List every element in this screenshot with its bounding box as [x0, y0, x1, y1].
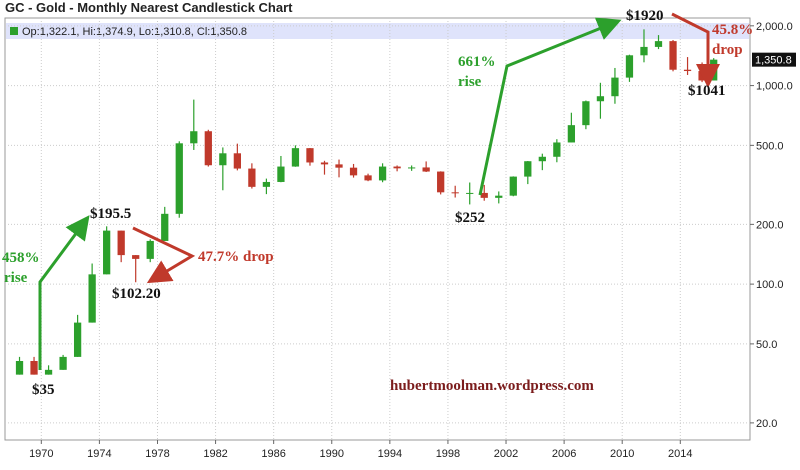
- candle-body: [378, 166, 387, 181]
- annotation: $1920: [626, 8, 664, 24]
- candle-body: [407, 167, 416, 169]
- candle-body: [190, 131, 198, 144]
- candle-body: [669, 41, 677, 70]
- candle-body: [88, 274, 96, 323]
- annotation: $35: [32, 382, 55, 398]
- candle-body: [683, 69, 692, 72]
- x-tick-label: 1986: [261, 448, 285, 460]
- candle-body: [44, 369, 53, 375]
- candle-body: [175, 143, 183, 214]
- x-tick-label: 2006: [552, 448, 576, 460]
- candle-body: [277, 166, 285, 182]
- candle-body: [219, 153, 227, 166]
- x-tick-label: 1982: [203, 448, 227, 460]
- candle-body: [538, 156, 546, 162]
- candle-body: [335, 164, 343, 168]
- annotation: $1041: [688, 83, 726, 99]
- candle-body: [262, 181, 271, 187]
- x-tick-label: 1974: [87, 448, 111, 460]
- arrows: [38, 12, 720, 370]
- candle-body: [710, 59, 718, 81]
- candle-body: [204, 131, 212, 166]
- candle-body: [364, 175, 372, 181]
- annotation: rise: [4, 270, 28, 286]
- legend-bar: [6, 23, 749, 39]
- candle-body: [132, 255, 140, 259]
- chart-title: GC - Gold - Monthly Nearest Candlestick …: [5, 0, 293, 15]
- annotation: 661%: [458, 54, 496, 70]
- annotation: 458%: [2, 250, 40, 266]
- candle-body: [291, 148, 300, 167]
- candle-body: [393, 166, 401, 169]
- candle-body: [553, 142, 561, 157]
- x-tick-label: 1990: [320, 448, 344, 460]
- x-tick-label: 1994: [378, 448, 402, 460]
- x-tick-label: 1978: [145, 448, 169, 460]
- arrow: [132, 226, 196, 284]
- candle-body: [103, 230, 111, 275]
- annotation: 47.7% drop: [198, 249, 274, 265]
- x-tick-label: 2002: [494, 448, 518, 460]
- candle-body: [437, 171, 445, 193]
- candle-body: [30, 360, 38, 375]
- candle-body: [306, 148, 314, 163]
- x-tick-label: 1970: [29, 448, 53, 460]
- y-tick-label: 2,000.0: [756, 21, 793, 33]
- x-tick-label: 2014: [668, 448, 692, 460]
- candle-body: [320, 162, 329, 165]
- candle-body: [59, 356, 67, 370]
- candle-body: [349, 167, 358, 176]
- x-tick-label: 2010: [610, 448, 634, 460]
- plot-frame: [4, 17, 751, 441]
- candle-body: [422, 167, 430, 172]
- candle-body: [524, 161, 532, 177]
- arrow: [38, 215, 90, 370]
- candle-body: [596, 96, 605, 102]
- annotation: $252: [455, 210, 485, 226]
- candle-body: [611, 77, 619, 97]
- candle-body: [73, 322, 82, 357]
- candle-body: [146, 240, 154, 259]
- y-tick-label: 1,000.0: [756, 81, 793, 93]
- y-tick-label: 200.0: [756, 219, 784, 231]
- y-tick-label: 100.0: [756, 279, 784, 291]
- annotation: rise: [458, 74, 482, 90]
- legend-swatch: [10, 27, 18, 35]
- y-tick-label: 500.0: [756, 140, 784, 152]
- candle-body: [451, 192, 459, 194]
- candle-body: [466, 192, 474, 194]
- ohlc-legend: Op:1,322.1, Hi:1,374.9, Lo:1,310.8, Cl:1…: [22, 26, 247, 38]
- arrow: [671, 12, 720, 88]
- annotation: drop: [712, 42, 743, 58]
- candle-body: [117, 230, 125, 256]
- last-price-box: [752, 52, 796, 67]
- candle-body: [654, 41, 663, 47]
- candle-body: [480, 192, 488, 198]
- candle-body: [640, 46, 648, 56]
- x-tick-label: 1998: [436, 448, 460, 460]
- candle-body: [698, 71, 706, 81]
- y-tick-label: 50.0: [756, 339, 777, 351]
- annotation: $102.20: [112, 286, 161, 302]
- candle-body: [625, 55, 634, 78]
- annotation: 45.8%: [712, 22, 753, 38]
- candle-body: [161, 213, 169, 241]
- candle-body: [15, 360, 24, 375]
- candle-body: [233, 153, 241, 169]
- candle-body: [248, 168, 256, 187]
- candle-body: [509, 176, 517, 196]
- candle-body: [567, 125, 576, 143]
- candle-body: [495, 195, 503, 198]
- arrow: [478, 17, 622, 196]
- watermark: hubertmoolman.wordpress.com: [390, 378, 594, 394]
- y-tick-label: 20.0: [756, 418, 777, 430]
- annotation: $195.5: [90, 206, 131, 222]
- candle-body: [582, 101, 590, 126]
- last-price-label: 1,350.8: [755, 55, 792, 67]
